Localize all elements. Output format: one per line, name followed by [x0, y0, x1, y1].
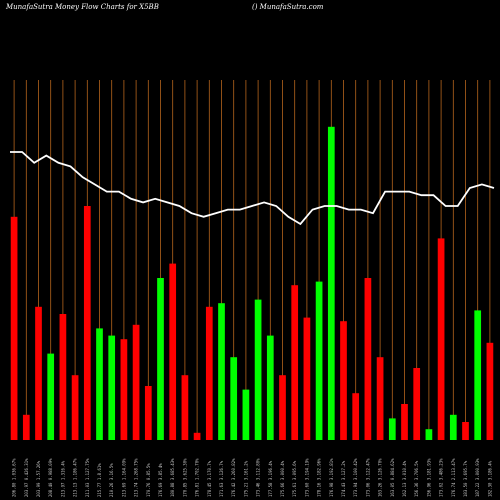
x-tick-label: 173.46 3.112.80%	[256, 458, 261, 497]
bar-down	[181, 375, 189, 440]
x-tick-label: 176.81 1.702.70%	[195, 458, 200, 497]
x-tick-label: 213.97 1.316.4%	[60, 460, 65, 497]
bar-down	[376, 357, 384, 440]
x-tick-label: 176.69 3.85.4%	[158, 463, 163, 497]
x-tick-label: 203.97 0.426.31%	[24, 458, 29, 497]
x-tick-label: 173.02 3.486.23%	[439, 458, 444, 497]
x-tick-label: 156.96 3.181.93%	[426, 458, 431, 497]
x-tick-label: 163.26 3.126.70%	[378, 458, 383, 497]
x-tick-label: 183.50 3.695.7%	[463, 460, 468, 497]
bar-down	[132, 324, 140, 440]
bar-down	[486, 342, 494, 440]
x-tick-label: 213.74 1.268.75%	[134, 458, 139, 497]
x-tick-label: 182.30 3.186.4%	[487, 460, 492, 497]
bar-layer	[10, 126, 494, 441]
bar-down	[10, 216, 18, 440]
chart-header-right: () MunafaSutra.com	[252, 3, 324, 11]
bar-up	[218, 303, 225, 440]
bar-up	[327, 126, 335, 441]
bar-down	[35, 306, 42, 440]
x-tick-label: 173.06 3.122.47%	[365, 458, 370, 497]
bar-up	[96, 328, 103, 440]
bar-up	[449, 414, 457, 440]
bar-up	[315, 281, 323, 440]
bar-up	[242, 389, 250, 440]
x-tick-label: 156.36 3.706.5%	[414, 460, 419, 497]
bar-up	[230, 357, 238, 440]
x-tick-label: 208.40 0.988.09%	[48, 458, 53, 497]
x-tick-label: 213.13 1.186.47%	[73, 458, 78, 497]
bar-down	[352, 393, 360, 440]
bar-down	[83, 206, 91, 440]
bar-up	[254, 299, 262, 440]
bar-down	[437, 238, 445, 440]
x-label-layer: 206.80 1.036.67% 203.97 0.426.31% 203.99 1…	[12, 458, 493, 497]
x-tick-label: 180.88 3.685.43%	[170, 458, 175, 497]
bar-down	[193, 432, 201, 440]
bar-down	[71, 375, 79, 440]
x-tick-label: 215.77 1.8.61%	[97, 463, 102, 497]
x-tick-label: 177.58 3.196.4%	[268, 460, 273, 497]
bar-up	[388, 418, 396, 440]
bar-down	[22, 414, 30, 440]
bar-down	[303, 317, 311, 440]
x-tick-label: 187.22 3.000.93%	[475, 458, 480, 497]
x-tick-label: 173.94 3.100.42%	[353, 458, 358, 497]
x-tick-label: 170.76 0.85.5%	[146, 463, 151, 497]
bar-up	[425, 429, 433, 440]
x-tick-label: 203.99 1.57.26%	[36, 460, 41, 497]
x-tick-label: 174.43 3.127.2%	[341, 460, 346, 497]
bar-down	[205, 306, 213, 440]
x-tick-label: 176.98 3.192.81%	[329, 458, 334, 497]
bar-down	[120, 339, 128, 440]
bar-down	[413, 368, 421, 440]
x-tick-label: 175.21 3.161.2%	[243, 460, 248, 497]
bar-up	[266, 335, 274, 440]
bar-down	[144, 386, 152, 440]
bar-down	[462, 422, 469, 440]
x-tick-label: 175.66 3.000.4%	[280, 460, 285, 497]
bar-up	[157, 278, 164, 440]
x-tick-label: 163.05 0.884.62%	[390, 458, 395, 497]
x-tick-label: 178.45 3.170.7%	[207, 460, 212, 497]
bar-down	[291, 285, 299, 440]
x-tick-label: 211.03 1.127.75%	[85, 458, 90, 497]
bar-down	[340, 321, 347, 440]
x-tick-label: 210.26 3.16.5%	[109, 463, 114, 497]
x-tick-label: 162.13 3.010.4%	[402, 460, 407, 497]
x-tick-label: 170.85 3.625.30%	[182, 458, 187, 497]
x-tick-label: 176.74 2.113.47%	[451, 458, 456, 497]
bar-down	[364, 278, 372, 440]
line-layer	[10, 151, 495, 226]
bar-down	[279, 375, 286, 440]
x-tick-label: 175.61 3.095.6%	[292, 460, 297, 497]
bar-down	[401, 404, 408, 440]
bar-down	[59, 314, 67, 440]
money-flow-line	[10, 151, 495, 226]
chart-header-left: MunafaSutra Money Flow Charts for X5BB	[6, 3, 159, 11]
x-tick-label: 178.16 3.182.96%	[317, 458, 322, 497]
bar-up	[108, 335, 116, 440]
x-tick-label: 171.63 3.126.7%	[219, 460, 224, 497]
bar-up	[474, 310, 482, 440]
x-tick-label: 206.80 1.036.67%	[12, 458, 17, 497]
bar-down	[169, 263, 177, 440]
bar-up	[47, 353, 55, 440]
x-tick-label: 173.60 3.194.19%	[304, 458, 309, 497]
x-tick-label: 213.69 1.164.09%	[121, 458, 126, 497]
x-tick-label: 176.42 3.260.82%	[231, 458, 236, 497]
